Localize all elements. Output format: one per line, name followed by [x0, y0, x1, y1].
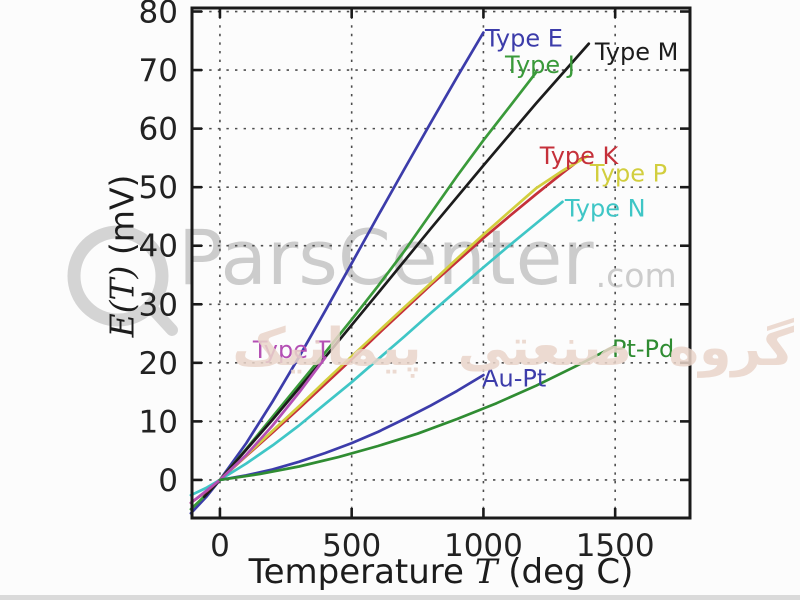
curve-label-type-j: Type J	[504, 51, 575, 79]
x-tick-label: 1500	[576, 528, 655, 564]
curve-label-type-e: Type E	[484, 25, 563, 53]
curve-type-n	[189, 200, 564, 497]
x-axis-title-math: T	[474, 552, 498, 592]
y-tick-label: 10	[139, 404, 178, 440]
y-tick-label: 50	[139, 170, 178, 206]
y-axis-title: E(T) (mV)	[103, 175, 142, 338]
curve-type-t	[189, 356, 327, 505]
x-axis-title-unit: (deg C)	[497, 552, 634, 592]
curve-pt-pd	[218, 344, 617, 482]
y-tick-label: 20	[139, 346, 178, 382]
plot-frame	[190, 6, 692, 520]
y-tick-label: 60	[139, 112, 178, 148]
curve-label-type-p: Type P	[589, 159, 667, 187]
curve-type-e	[189, 31, 485, 515]
y-tick-label: 30	[139, 287, 178, 323]
y-axis-title-math: E(T)	[102, 265, 142, 338]
x-tick-label: 0	[210, 528, 230, 564]
bottom-border	[0, 595, 800, 600]
curve-type-j	[189, 71, 538, 511]
curve-type-p	[218, 154, 589, 482]
y-tick-label: 40	[139, 229, 178, 265]
parscenter-logo-icon	[67, 225, 178, 336]
curve-label-au-pt: Au-Pt	[482, 364, 546, 392]
x-tick-label: 500	[322, 528, 381, 564]
curve-label-type-m: Type M	[594, 38, 678, 66]
x-axis-title: Temperature T (deg C)	[249, 552, 634, 592]
y-tick-label: 80	[139, 0, 178, 31]
curve-label-type-n: Type N	[564, 194, 646, 222]
curve-type-m	[202, 42, 591, 499]
x-axis-title-word: Temperature	[248, 552, 475, 592]
watermark-brand-suffix: .com	[595, 256, 677, 295]
curve-au-pt	[218, 373, 485, 482]
y-tick-label: 0	[158, 463, 178, 499]
x-tick-label: 1000	[444, 528, 523, 564]
curve-label-pt-pd: Pt-Pd	[612, 335, 674, 363]
y-tick-label: 70	[139, 53, 178, 89]
curve-label-type-t: Type T	[252, 336, 331, 364]
y-axis-title-unit: (mV)	[102, 174, 142, 266]
watermark-overlay-text: گروه صنعتی پیمانیک	[232, 318, 794, 378]
curve-label-type-k: Type K	[539, 142, 620, 170]
